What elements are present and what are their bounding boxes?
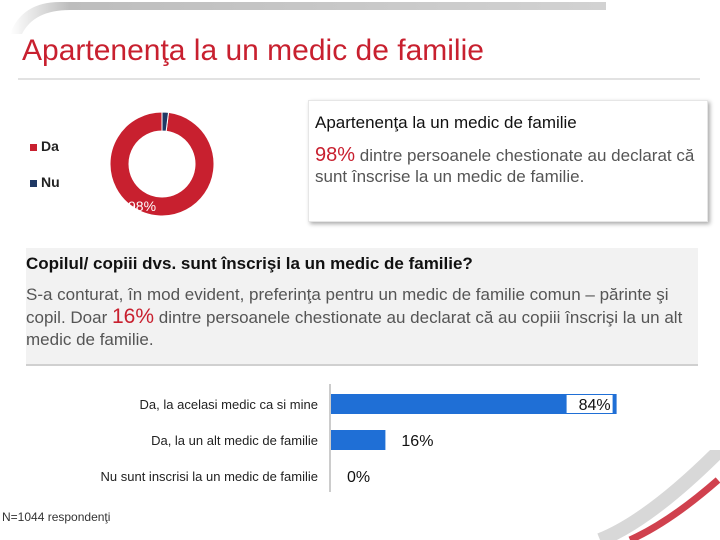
question-pct: 16% — [112, 305, 155, 328]
legend-label-da: Da — [41, 138, 59, 154]
legend-item-nu: Nu — [30, 174, 60, 190]
bar-data-label: 84% — [579, 397, 611, 414]
bar — [331, 394, 617, 414]
bar-data-label: 16% — [401, 433, 433, 450]
donut-chart — [109, 111, 215, 217]
info-box-text: 98% dintre persoanele chestionate au dec… — [315, 145, 695, 187]
donut-slice-nu — [161, 111, 170, 132]
bar-category-label: Da, la acelasi medic ca si mine — [140, 397, 318, 412]
bar-chart: Da, la acelasi medic ca si mine 84% Da, la… — [101, 384, 617, 492]
bar — [331, 430, 386, 450]
question-text-after: dintre persoanele chestionate au declara… — [26, 308, 683, 349]
question-title: Copilul/ copiii dvs. sunt înscrişi la un… — [26, 254, 473, 273]
bar-category-label: Nu sunt inscrisi la un medic de familie — [101, 469, 318, 484]
top-decoration-bar — [10, 2, 606, 34]
question-text-before: S-a conturat, în mod evident, preferinţa… — [26, 285, 669, 327]
info-box-pct: 98% — [315, 144, 356, 166]
info-box-title: Apartenenţa la un medic de familie — [315, 113, 577, 132]
bar-label-bg — [566, 395, 613, 413]
bar-label-bg — [398, 431, 443, 449]
corner-swoosh-decoration — [597, 450, 720, 540]
title-divider — [18, 78, 700, 80]
bar-data-label: 0% — [347, 469, 370, 486]
bar-category-label: Da, la un alt medic de familie — [151, 433, 318, 448]
legend-label-nu: Nu — [41, 174, 60, 190]
legend-swatch-nu — [30, 179, 37, 187]
donut-data-label: 98% — [128, 198, 157, 214]
footnote: N=1044 respondenţi — [2, 510, 111, 524]
question-text: S-a conturat, în mod evident, preferinţa… — [26, 284, 698, 351]
page-title: Apartenenţa la un medic de familie — [22, 34, 484, 67]
info-box: Apartenenţa la un medic de familie 98% d… — [308, 100, 708, 222]
legend-swatch-da — [30, 143, 37, 151]
question-box: Copilul/ copiii dvs. sunt înscrişi la un… — [26, 248, 698, 366]
info-box-body: dintre persoanele chestionate au declara… — [315, 146, 695, 186]
legend-item-da: Da — [30, 138, 59, 154]
donut-slice-da — [109, 111, 215, 217]
